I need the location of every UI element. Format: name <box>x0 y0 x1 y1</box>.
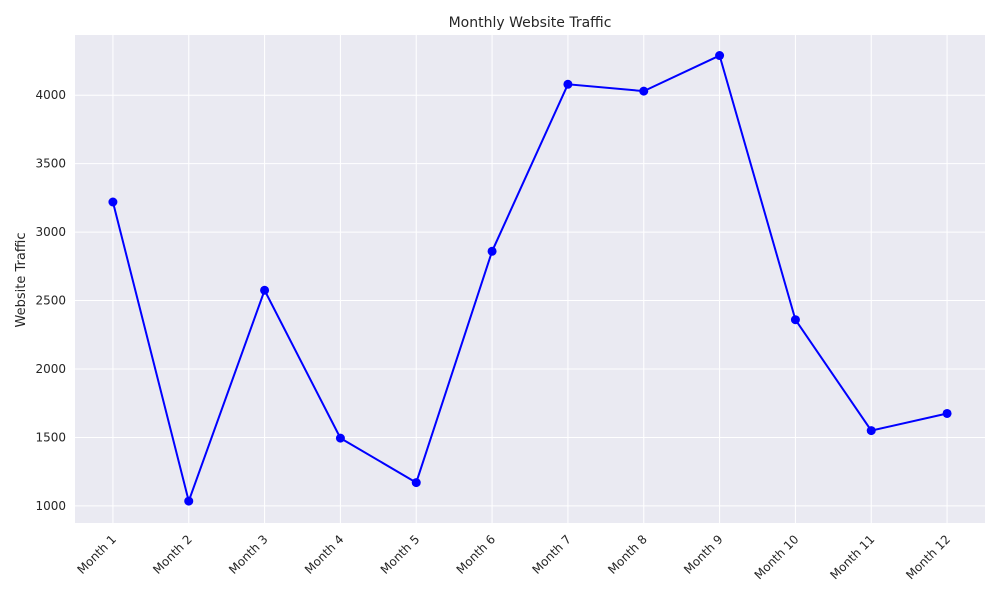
y-tick-label: 3500 <box>35 157 66 171</box>
data-point <box>563 79 573 89</box>
y-axis-ticks: 1000 1500 2000 2500 3000 3500 4000 <box>35 88 66 513</box>
y-tick-label: 1000 <box>35 499 66 513</box>
data-point <box>260 285 270 295</box>
x-tick-label: Month 3 <box>226 532 271 577</box>
x-tick-label: Month 10 <box>752 532 802 582</box>
y-tick-label: 2500 <box>35 294 66 308</box>
data-point <box>411 478 421 488</box>
x-tick-label: Month 1 <box>74 532 119 577</box>
x-tick-label: Month 8 <box>605 532 650 577</box>
y-tick-label: 1500 <box>35 430 66 444</box>
data-point <box>790 315 800 325</box>
data-point <box>639 86 649 96</box>
series-line <box>111 54 948 505</box>
gridlines <box>75 35 985 523</box>
x-tick-label: Month 11 <box>827 532 877 582</box>
x-tick-label: Month 5 <box>378 532 423 577</box>
data-point <box>715 51 725 61</box>
x-tick-label: Month 7 <box>529 532 574 577</box>
x-tick-label: Month 9 <box>681 532 726 577</box>
x-tick-label: Month 2 <box>150 532 195 577</box>
data-point <box>866 426 876 436</box>
data-point <box>335 433 345 443</box>
plot-area <box>75 35 985 523</box>
y-tick-label: 3000 <box>35 225 66 239</box>
y-axis-label: Website Traffic <box>14 232 29 327</box>
x-axis-ticks: Month 1 Month 2 Month 3 Month 4 Month 5 Month… <box>74 532 953 582</box>
series-points <box>108 51 952 506</box>
y-tick-label: 2000 <box>35 362 66 376</box>
y-tick-label: 4000 <box>35 88 66 102</box>
data-point <box>184 496 194 506</box>
data-point <box>487 246 497 256</box>
x-tick-label: Month 12 <box>903 532 953 582</box>
x-tick-label: Month 6 <box>454 532 499 577</box>
data-point <box>942 408 952 418</box>
x-tick-label: Month 4 <box>302 532 347 577</box>
data-point <box>108 197 118 207</box>
chart-title: Monthly Website Traffic <box>449 15 612 31</box>
